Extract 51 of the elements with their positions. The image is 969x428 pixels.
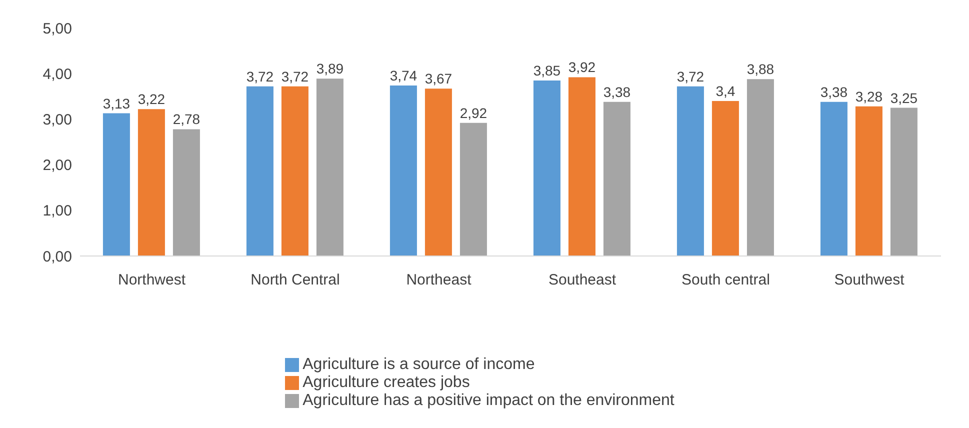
- y-tick-label: 0,00: [42, 248, 72, 266]
- x-tick-label: North Central: [250, 272, 340, 289]
- x-tick-label: Northwest: [118, 272, 186, 289]
- data-label: 3,22: [138, 91, 166, 108]
- bar: [820, 102, 848, 256]
- bar: [460, 122, 487, 256]
- y-tick-label: 2,00: [42, 157, 72, 174]
- bar: [424, 88, 452, 256]
- data-label: 3,28: [855, 88, 883, 104]
- bar: [102, 113, 130, 256]
- data-label: 3,74: [390, 67, 418, 84]
- data-label: 2,78: [172, 111, 200, 128]
- x-tick-label: Southwest: [834, 272, 906, 289]
- bar: [855, 106, 882, 256]
- y-tick-label: 5,00: [42, 20, 72, 38]
- bar: [138, 109, 165, 256]
- bar: [568, 77, 596, 256]
- data-label: 3,88: [746, 61, 774, 78]
- data-label: 3,4: [716, 82, 736, 99]
- y-tick-label: 1,00: [42, 202, 72, 220]
- bar: [746, 79, 774, 256]
- x-tick-label: Southeast: [548, 272, 617, 289]
- bar: [603, 102, 630, 256]
- bar: [890, 108, 918, 256]
- data-label: 3,38: [820, 84, 848, 100]
- bar: [281, 86, 308, 256]
- bar: [676, 86, 704, 256]
- y-tick-label: 4,00: [42, 66, 72, 83]
- data-label: 3,38: [603, 84, 631, 100]
- data-label: 3,72: [246, 68, 274, 84]
- data-label: 3,25: [890, 90, 918, 106]
- data-label: 3,85: [533, 62, 561, 78]
- legend-label: Agriculture has a positive impact on the environment: [302, 392, 674, 409]
- bar: [390, 85, 417, 256]
- data-label: 3,72: [676, 68, 704, 84]
- bar: [316, 78, 344, 256]
- data-label: 3,92: [568, 59, 596, 76]
- legend-label: Agriculture is a source of income: [302, 356, 535, 373]
- x-tick-label: Northeast: [406, 272, 472, 289]
- bar: [246, 86, 274, 256]
- data-label: 3,72: [281, 68, 309, 84]
- bar: [712, 100, 739, 256]
- bar: [533, 80, 560, 256]
- bar: [172, 129, 200, 256]
- data-label: 3,89: [316, 60, 344, 77]
- data-label: 2,92: [460, 104, 488, 121]
- data-label: 3,67: [424, 70, 452, 87]
- data-label: 3,13: [102, 95, 130, 112]
- legend-label: Agriculture creates jobs: [302, 374, 470, 391]
- y-tick-label: 3,00: [42, 112, 72, 129]
- x-tick-label: South central: [682, 272, 770, 289]
